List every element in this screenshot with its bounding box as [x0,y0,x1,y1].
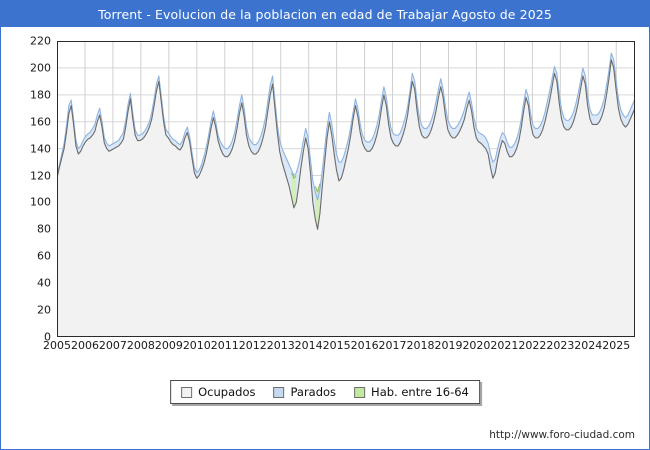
x-axis-tick-label: 2014 [294,339,323,352]
legend-swatch-hab-16-64 [354,386,366,398]
x-axis-tick-label: 2009 [154,339,183,352]
plot-border [57,41,635,337]
x-axis-tick-label: 2024 [574,339,603,352]
x-axis-tick-label: 2023 [546,339,575,352]
legend-label-hab-16-64: Hab. entre 16-64 [371,385,469,399]
x-axis-tick-label: 2020 [462,339,491,352]
series-group [57,52,635,337]
series-line-ocupados [57,59,635,230]
y-axis-tick-label: 80 [37,222,51,236]
y-axis-tick-label: 100 [30,195,51,209]
x-axis-tick-label: 2013 [266,339,295,352]
chart-legend: Ocupados Parados Hab. entre 16-64 [170,380,480,404]
x-axis-tick-label: 2025 [602,339,631,352]
x-axis-tick-label: 2016 [350,339,379,352]
x-axis-tick-label: 2007 [98,339,127,352]
series-line-parados [57,52,635,201]
plot-area [57,41,635,337]
y-axis-labels: 0 20 40 60 80 100 120 140 160 180 200 220 [1,35,51,344]
y-axis-tick-label: 120 [30,169,51,183]
legend-label-parados: Parados [290,385,337,399]
legend-item-ocupados[interactable]: Ocupados [181,385,255,399]
x-axis-tick-label: 2018 [406,339,435,352]
source-url: http://www.foro-ciudad.com [489,429,635,441]
y-axis-tick-label: 40 [37,276,51,290]
x-axis-tick-label: 2017 [378,339,407,352]
legend-swatch-ocupados [181,386,193,398]
x-axis-tick-label: 2015 [322,339,351,352]
x-axis-labels: 2005 2006 2007 2008 2009 2010 2011 2012 2013 2014… [43,339,635,359]
area-fill-hab-16-64 [291,172,297,208]
x-axis-tick-label: 2012 [238,339,267,352]
y-axis-tick-label: 0 [44,330,51,344]
x-axis-tick-label: 2019 [434,339,463,352]
y-axis-tick-label: 200 [30,61,51,75]
series-line-hab-entre-16-64 [291,172,297,179]
chart-svg [57,41,635,337]
legend-label-ocupados: Ocupados [198,385,256,399]
legend-item-parados[interactable]: Parados [273,385,336,399]
series-line-hab-entre-16-64 [314,183,321,193]
y-axis-tick-label: 60 [37,249,51,263]
x-axis-tick-label: 2005 [43,339,71,352]
x-axis-tick-label: 2010 [182,339,211,352]
legend-item-hab-16-64[interactable]: Hab. entre 16-64 [354,385,469,399]
x-axis-tick-label: 2022 [518,339,547,352]
x-axis-tick-label: 2008 [126,339,155,352]
page-title: Torrent - Evolucion de la poblacion en e… [98,6,552,22]
area-fill-parados [57,53,635,230]
y-axis-tick-label: 160 [30,115,51,129]
area-fill-ocupados [57,59,635,337]
window-title-bar: Torrent - Evolucion de la poblacion en e… [1,1,649,27]
y-axis-tick-label: 140 [30,142,51,156]
x-axis-tick-label: 2021 [490,339,519,352]
y-axis-tick-label: 220 [30,34,51,48]
x-axis-tick-label: 2011 [210,339,239,352]
y-axis-tick-label: 20 [37,303,51,317]
x-axis-tick-label: 2006 [70,339,99,352]
y-axis-tick-label: 180 [30,88,51,102]
legend-swatch-parados [273,386,285,398]
